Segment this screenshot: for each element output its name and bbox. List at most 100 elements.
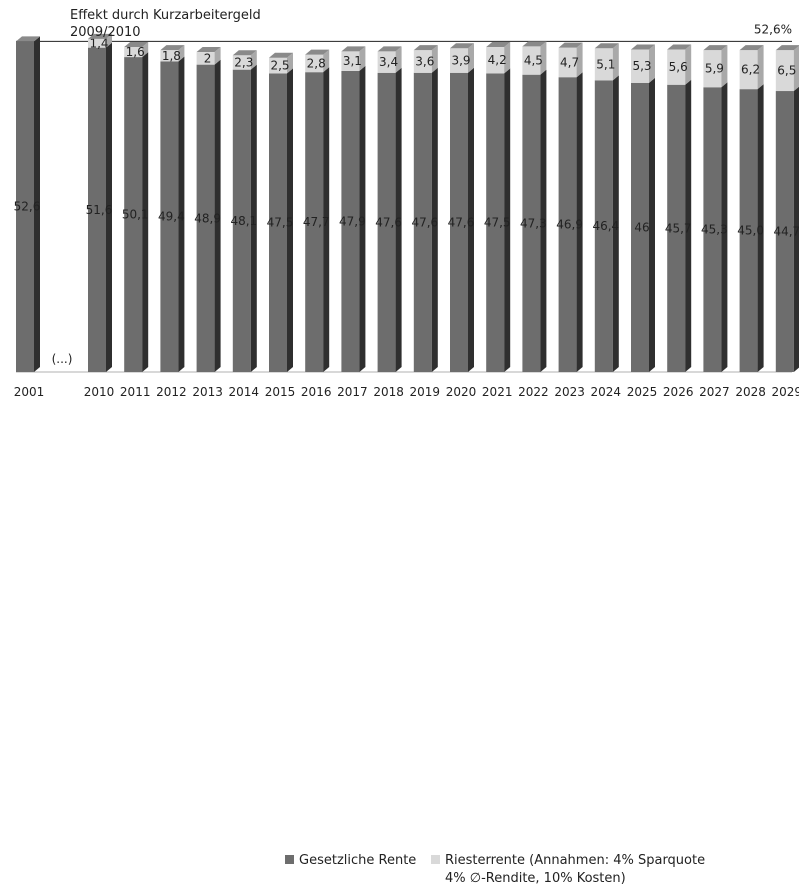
value-label-gesetzlich-2012: 49,4 [158, 210, 185, 224]
value-label-riester-2014: 2,3 [234, 55, 253, 69]
bar-riester-2015-front [269, 57, 287, 74]
bar-gesetzlich-2029-front [775, 91, 794, 373]
bar-2010-top [88, 33, 112, 39]
value-label-riester-2015: 2,5 [270, 59, 289, 73]
value-label-riester-2018: 3,4 [379, 55, 398, 69]
bar-gesetzlich-2026-side [685, 79, 692, 372]
value-label-gesetzlich-2013: 48,9 [194, 211, 221, 225]
bar-gesetzlich-2028-side [757, 84, 764, 373]
bar-riester-2011-side [142, 42, 149, 58]
bar-gesetzlich-2027-side [721, 82, 728, 372]
value-label-gesetzlich-2015: 47,5 [267, 216, 294, 230]
value-label-riester-2010: 1,4 [89, 36, 108, 50]
bar-gesetzlich-2011-front [124, 57, 143, 372]
value-label-riester-2017: 3,1 [343, 54, 362, 68]
bar-riester-2029-side [793, 45, 799, 92]
bar-gesetzlich-2019-side [431, 67, 438, 373]
bar-gesetzlich-2023-front [558, 77, 577, 372]
bar-2025-top [631, 44, 655, 50]
gap-label: (...) [52, 352, 73, 366]
value-label-riester-2027: 5,9 [705, 62, 724, 76]
annotation-line-1: Effekt durch Kurzarbeitergeld [70, 8, 261, 23]
x-tick-label-2018: 2018 [373, 385, 404, 399]
value-label-gesetzlich-2014: 48,1 [230, 214, 257, 228]
value-label-riester-2026: 5,6 [669, 60, 688, 74]
value-label-gesetzlich-2017: 47,9 [339, 214, 366, 228]
bar-gesetzlich-2022-side [540, 69, 547, 372]
annotation-kurzarbeitergeld: Effekt durch Kurzarbeitergeld 2009/2010 [70, 7, 261, 41]
bar-2014-top [232, 50, 257, 56]
x-tick-label-2015: 2015 [265, 385, 296, 399]
value-label-riester-2011: 1,6 [126, 45, 145, 59]
value-label-gesetzlich-2025: 46 [634, 220, 649, 234]
x-tick-label-2013: 2013 [192, 385, 223, 399]
bar-riester-2014-front [232, 55, 251, 70]
bar-2020-top [450, 43, 474, 49]
bar-riester-2018-side [395, 46, 402, 73]
value-label-gesetzlich-2016: 47,7 [303, 215, 330, 229]
bar-gesetzlich-2020-side [468, 67, 474, 373]
chart-canvas: 52,6% 52,6 2001 1,4 51,6 2010 1,6 50,1 2011 1,8 49… [14, 7, 799, 886]
bar-gesetzlich-2012-side [178, 56, 185, 372]
x-tick-label-2010: 2010 [84, 385, 115, 399]
bar-riester-2012-side [178, 45, 185, 62]
x-tick-label-2014: 2014 [229, 385, 260, 399]
x-tick-label-2025: 2025 [627, 385, 658, 399]
bar-gesetzlich-2015-side [287, 68, 293, 372]
bar-gesetzlich-2010-side [106, 42, 112, 373]
value-label-gesetzlich-2001: 52,6 [14, 200, 41, 214]
bar-2026-top [667, 44, 692, 50]
bar-gesetzlich-2028-front [739, 89, 758, 373]
bar-gesetzlich-2025-side [649, 77, 655, 372]
bar-riester-2010-front [88, 38, 106, 48]
bar-gesetzlich-2021-side [504, 68, 511, 372]
bar-riester-2028-front [739, 50, 758, 90]
bar-riester-2027-front [703, 50, 722, 88]
bar-gesetzlich-2001-front [16, 41, 34, 372]
bar-gesetzlich-2017-front [341, 70, 360, 373]
bar-gesetzlich-2024-side [612, 75, 619, 372]
bar-riester-2013-front [196, 52, 215, 65]
bar-gesetzlich-2013-side [214, 59, 221, 372]
x-tick-label-2022: 2022 [518, 385, 549, 399]
bar-riester-2010-side [106, 33, 112, 48]
x-tick-label-2012: 2012 [156, 385, 187, 399]
legend-label-riesterrente-1: Riesterrente (Annahmen: 4% Sparquote [445, 853, 706, 868]
x-tick-label-2016: 2016 [301, 385, 332, 399]
value-label-riester-2012: 1,8 [162, 49, 181, 63]
bar-riester-2026-front [667, 49, 686, 85]
bar-gesetzlich-2011-side [142, 52, 149, 372]
bar-2019-top [413, 45, 438, 51]
bar-riester-2021-side [504, 42, 511, 74]
bar-gesetzlich-2013-front [196, 64, 215, 372]
legend-label-gesetzliche-rente: Gesetzliche Rente [299, 853, 417, 868]
bar-riester-2028-side [757, 45, 764, 90]
bar-gesetzlich-2020-front [450, 72, 468, 373]
bar-gesetzlich-2018-side [395, 67, 402, 373]
bar-riester-2024-side [612, 43, 619, 81]
value-label-gesetzlich-2026: 45,7 [665, 221, 692, 235]
bar-gesetzlich-2022-front [522, 74, 541, 372]
value-label-gesetzlich-2029: 44,7 [773, 225, 799, 239]
bar-gesetzlich-2010-front [88, 47, 106, 373]
value-label-riester-2021: 4,2 [488, 53, 507, 67]
bar-2021-top [486, 42, 511, 48]
value-label-riester-2016: 2,8 [307, 56, 326, 70]
bar-gesetzlich-2019-front [413, 72, 432, 373]
value-label-riester-2029: 6,5 [777, 64, 796, 78]
x-tick-label-2029: 2029 [772, 385, 799, 399]
x-tick-label-2027: 2027 [699, 385, 730, 399]
bar-gesetzlich-2016-front [305, 72, 324, 373]
bar-gesetzlich-2027-front [703, 87, 722, 372]
bar-gesetzlich-2026-front [667, 84, 686, 372]
bar-gesetzlich-2016-side [323, 67, 330, 373]
bar-riester-2014-side [250, 50, 257, 70]
value-label-gesetzlich-2023: 46,9 [556, 218, 583, 232]
legend-item-riesterrente-cont: 4% ∅-Rendite, 10% Kosten) [445, 870, 626, 887]
bar-riester-2012-front [160, 50, 179, 62]
bar-riester-2027-side [721, 45, 728, 88]
bar-gesetzlich-2023-side [576, 72, 583, 372]
bar-riester-2017-side [359, 46, 366, 71]
bar-2027-top [703, 45, 728, 51]
value-label-riester-2023: 4,7 [560, 55, 579, 69]
